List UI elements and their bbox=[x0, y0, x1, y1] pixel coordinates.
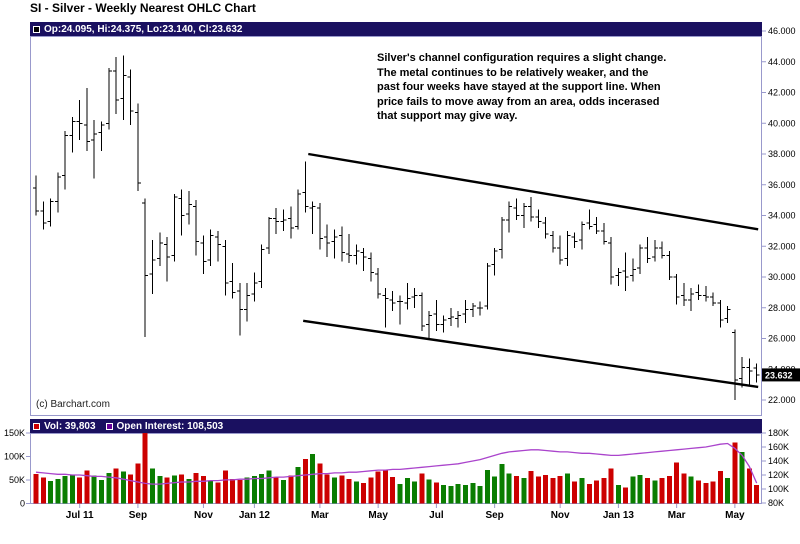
svg-text:26.000: 26.000 bbox=[768, 334, 796, 344]
svg-text:Jul 11: Jul 11 bbox=[66, 510, 94, 521]
oi-right-axis: 180K 160K 140K 120K 100K 80K bbox=[762, 428, 789, 508]
svg-text:100K: 100K bbox=[768, 484, 789, 494]
svg-text:Mar: Mar bbox=[668, 510, 686, 521]
volume-swatch-icon bbox=[33, 422, 40, 430]
svg-text:28.000: 28.000 bbox=[768, 303, 796, 313]
price-panel-frame bbox=[30, 36, 762, 416]
chart-title: SI - Silver - Weekly Nearest OHLC Chart bbox=[30, 1, 256, 15]
open-interest-line bbox=[35, 442, 758, 485]
svg-text:Sep: Sep bbox=[129, 510, 147, 521]
svg-text:38.000: 38.000 bbox=[768, 149, 796, 159]
channel-upper-line bbox=[308, 152, 759, 231]
svg-text:May: May bbox=[725, 510, 745, 521]
volume-left-axis: 150K 100K 50K 0 bbox=[4, 428, 30, 509]
svg-text:Nov: Nov bbox=[194, 510, 213, 521]
svg-text:Mar: Mar bbox=[311, 510, 329, 521]
last-price-tag: 23.632 bbox=[762, 368, 800, 382]
volume-bars bbox=[33, 433, 760, 504]
copyright-note: (c) Barchart.com bbox=[36, 399, 110, 410]
svg-text:Jan 12: Jan 12 bbox=[239, 510, 271, 521]
svg-text:Nov: Nov bbox=[551, 510, 570, 521]
svg-text:Jan 13: Jan 13 bbox=[603, 510, 635, 521]
svg-text:22.000: 22.000 bbox=[768, 395, 796, 405]
svg-text:50K: 50K bbox=[9, 475, 25, 485]
svg-text:0: 0 bbox=[20, 499, 25, 509]
svg-text:180K: 180K bbox=[768, 428, 789, 438]
open-interest-text: Open Interest: 108,503 bbox=[116, 420, 224, 432]
svg-text:23.632: 23.632 bbox=[765, 370, 793, 380]
svg-text:100K: 100K bbox=[4, 452, 25, 462]
svg-text:150K: 150K bbox=[4, 428, 25, 438]
svg-text:Jul: Jul bbox=[429, 510, 444, 521]
price-axis: 46.000 44.000 42.000 40.000 38.000 36.000 34.0… bbox=[762, 26, 796, 405]
svg-text:42.000: 42.000 bbox=[768, 88, 796, 98]
channel-lower-line bbox=[303, 319, 759, 389]
svg-text:160K: 160K bbox=[768, 442, 789, 452]
svg-text:44.000: 44.000 bbox=[768, 57, 796, 67]
svg-text:32.000: 32.000 bbox=[768, 241, 796, 251]
analyst-annotation: Silver's channel configuration requires … bbox=[377, 52, 667, 122]
svg-text:Sep: Sep bbox=[485, 510, 503, 521]
volume-panel-frame bbox=[30, 433, 762, 504]
svg-text:46.000: 46.000 bbox=[768, 26, 796, 36]
svg-text:40.000: 40.000 bbox=[768, 118, 796, 128]
volume-text: Vol: 39,803 bbox=[44, 420, 96, 432]
svg-text:140K: 140K bbox=[768, 456, 789, 466]
ohlc-bars bbox=[33, 55, 760, 400]
ohlc-quote-text: Op:24.095, Hi:24.375, Lo:23.140, Cl:23.6… bbox=[44, 23, 243, 35]
time-axis: Jul 11 Sep Nov Jan 12 Mar May Jul Sep Nov Jan 13 M… bbox=[66, 504, 745, 521]
volume-quote-bar: Vol: 39,803 Open Interest: 108,503 bbox=[30, 419, 762, 433]
svg-text:34.000: 34.000 bbox=[768, 211, 796, 221]
price-quote-bar: Op:24.095, Hi:24.375, Lo:23.140, Cl:23.6… bbox=[30, 22, 762, 36]
svg-text:120K: 120K bbox=[768, 470, 789, 480]
svg-text:May: May bbox=[368, 510, 388, 521]
price-series-swatch-icon bbox=[33, 25, 40, 33]
svg-text:80K: 80K bbox=[768, 498, 784, 508]
svg-text:36.000: 36.000 bbox=[768, 180, 796, 190]
svg-text:30.000: 30.000 bbox=[768, 272, 796, 282]
open-interest-swatch-icon bbox=[105, 422, 113, 430]
